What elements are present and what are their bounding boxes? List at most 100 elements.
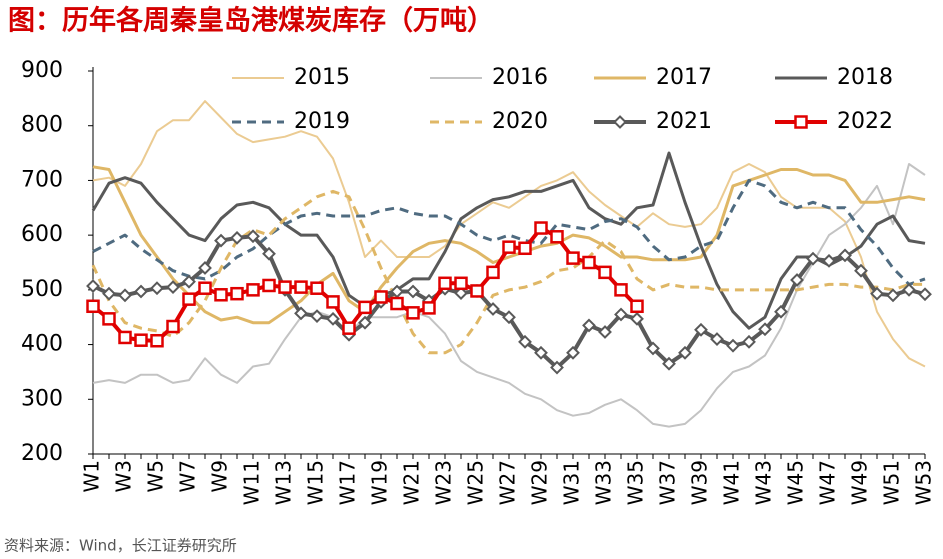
y-tick-label: 500 bbox=[21, 277, 63, 302]
legend-item: 2019 bbox=[232, 109, 350, 134]
legend-item: 2018 bbox=[775, 65, 893, 90]
point-marker bbox=[710, 332, 724, 347]
point-marker bbox=[326, 295, 340, 309]
series-line bbox=[91, 189, 925, 355]
point-marker bbox=[182, 274, 196, 289]
point-marker bbox=[646, 341, 660, 356]
x-tick-label: W17 bbox=[336, 460, 360, 505]
x-tick-label: W29 bbox=[528, 460, 552, 505]
point-marker bbox=[774, 304, 788, 319]
point-marker bbox=[790, 273, 804, 287]
point-marker bbox=[214, 288, 228, 302]
series-line bbox=[92, 100, 926, 368]
point-marker bbox=[230, 286, 244, 301]
point-marker bbox=[166, 280, 180, 295]
point-marker bbox=[614, 283, 628, 297]
x-tick-label: W39 bbox=[688, 460, 712, 505]
x-tick-label: W21 bbox=[400, 460, 424, 505]
x-tick-label: W13 bbox=[272, 460, 296, 505]
point-marker bbox=[102, 286, 116, 301]
series-line bbox=[92, 165, 926, 325]
legend-label: 2016 bbox=[492, 65, 548, 90]
y-tick-label: 900 bbox=[21, 58, 63, 83]
point-marker bbox=[310, 309, 324, 324]
point-marker bbox=[838, 248, 852, 263]
point-marker bbox=[470, 284, 484, 298]
y-tick-label: 700 bbox=[21, 167, 63, 192]
point-marker bbox=[886, 288, 900, 303]
point-marker bbox=[870, 286, 884, 301]
legend-label: 2015 bbox=[294, 65, 350, 90]
point-marker bbox=[198, 261, 212, 275]
source-note: 资料来源：Wind，长江证券研究所 bbox=[4, 537, 237, 555]
series-line bbox=[92, 163, 926, 428]
series-line bbox=[92, 178, 926, 286]
point-marker bbox=[262, 246, 276, 261]
point-marker bbox=[454, 286, 468, 301]
legend-item: 2017 bbox=[594, 65, 712, 90]
x-tick-label: W25 bbox=[464, 460, 488, 505]
x-tick-label: W49 bbox=[848, 460, 872, 505]
point-marker bbox=[534, 345, 548, 360]
point-marker bbox=[502, 310, 516, 325]
point-marker bbox=[278, 280, 292, 294]
point-marker bbox=[134, 333, 148, 347]
legend-label: 2019 bbox=[294, 109, 350, 134]
point-marker bbox=[118, 330, 132, 345]
x-tick-label: W35 bbox=[624, 460, 648, 505]
point-marker bbox=[662, 356, 676, 371]
point-marker bbox=[86, 299, 100, 314]
point-marker bbox=[822, 253, 836, 268]
point-marker bbox=[246, 283, 260, 297]
point-marker bbox=[198, 281, 212, 295]
point-marker bbox=[566, 251, 580, 265]
point-marker bbox=[518, 334, 532, 349]
point-marker bbox=[342, 321, 356, 335]
x-tick-label: W19 bbox=[368, 460, 392, 505]
point-marker bbox=[150, 281, 164, 296]
point-marker bbox=[406, 284, 420, 299]
point-marker bbox=[310, 281, 324, 295]
point-marker bbox=[758, 322, 772, 337]
legend-item: 2016 bbox=[430, 65, 548, 90]
point-marker bbox=[806, 251, 820, 266]
point-marker bbox=[598, 325, 612, 339]
y-tick-label: 600 bbox=[21, 222, 63, 247]
point-marker bbox=[358, 300, 372, 315]
point-marker bbox=[294, 280, 308, 294]
point-marker bbox=[550, 360, 564, 375]
point-marker bbox=[918, 287, 932, 302]
legend-item: 2021 bbox=[594, 109, 712, 134]
legend-label: 2022 bbox=[837, 109, 893, 134]
legend-label: 2017 bbox=[656, 65, 712, 90]
x-tick-label: W23 bbox=[432, 460, 456, 505]
chart-title: 图：历年各周秦皇岛港煤炭库存（万吨） bbox=[8, 5, 494, 37]
point-marker bbox=[598, 265, 612, 280]
x-tick-label: W43 bbox=[752, 460, 776, 505]
point-marker bbox=[134, 284, 148, 299]
x-tick-label: W9 bbox=[208, 460, 232, 493]
point-marker bbox=[794, 115, 808, 129]
point-marker bbox=[390, 296, 404, 311]
y-tick-label: 200 bbox=[21, 441, 63, 466]
point-marker bbox=[230, 230, 244, 245]
x-tick-label: W3 bbox=[112, 460, 136, 493]
y-tick-label: 300 bbox=[21, 386, 63, 411]
point-marker bbox=[326, 311, 340, 326]
point-marker bbox=[358, 315, 372, 330]
point-marker bbox=[422, 301, 436, 315]
point-marker bbox=[694, 322, 708, 337]
point-marker bbox=[742, 334, 756, 349]
x-tick-label: W11 bbox=[240, 460, 264, 505]
x-tick-label: W45 bbox=[784, 460, 808, 505]
point-marker bbox=[502, 240, 516, 254]
x-tick-label: W53 bbox=[912, 460, 936, 505]
point-marker bbox=[214, 233, 228, 248]
point-marker bbox=[613, 115, 627, 129]
legend-label: 2021 bbox=[656, 109, 712, 134]
point-marker bbox=[150, 333, 164, 348]
x-tick-label: W5 bbox=[144, 460, 168, 493]
point-marker bbox=[486, 265, 500, 280]
legend-item: 2015 bbox=[232, 65, 350, 90]
point-marker bbox=[630, 299, 644, 314]
